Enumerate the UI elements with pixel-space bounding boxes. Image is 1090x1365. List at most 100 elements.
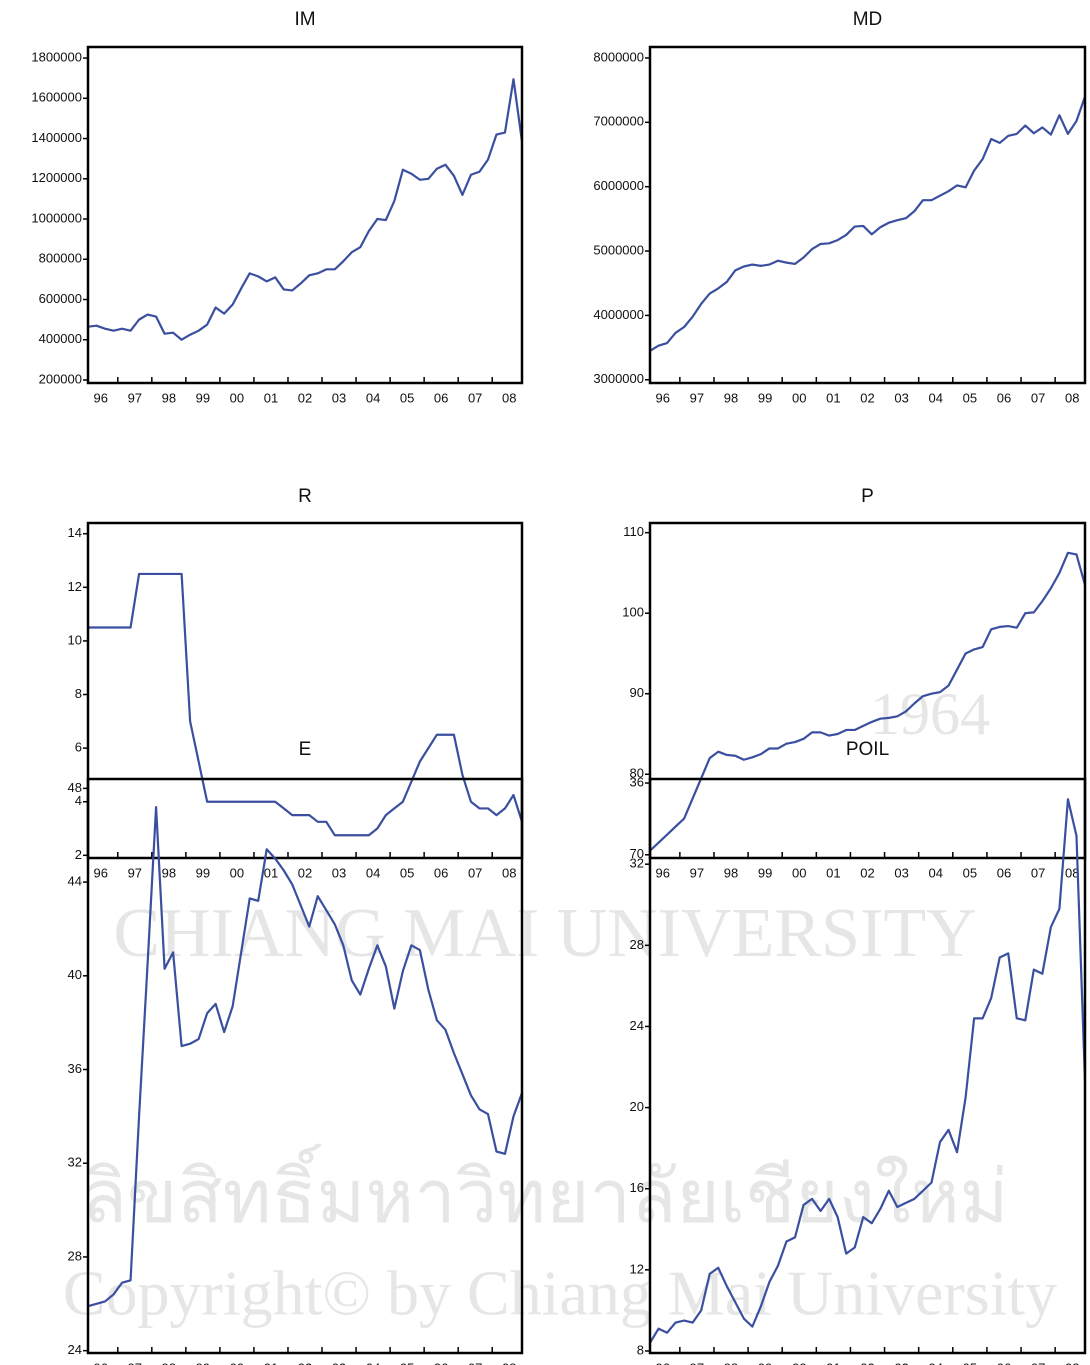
plot-frame <box>650 523 1085 858</box>
x-tick-label: 99 <box>758 390 772 405</box>
x-tick-label: 96 <box>656 865 670 880</box>
chart-title: R <box>298 486 312 507</box>
x-tick-label: 01 <box>264 1360 278 1365</box>
x-tick-label: 96 <box>94 390 108 405</box>
x-tick-label: 07 <box>468 1360 482 1365</box>
x-tick-label: 00 <box>230 1360 244 1365</box>
y-tick-label: 32 <box>68 1155 82 1170</box>
y-tick-label: 5000000 <box>593 242 644 257</box>
x-tick-label: 03 <box>894 390 908 405</box>
x-tick-label: 99 <box>758 1360 772 1365</box>
x-tick-label: 98 <box>162 1360 176 1365</box>
x-tick-label: 07 <box>468 865 482 880</box>
x-tick-label: 03 <box>332 865 346 880</box>
x-tick-label: 96 <box>656 390 670 405</box>
figure: ลิขสิทธิ์มหาวิทยาลัยเชียงใหม่ Copyright©… <box>0 0 1090 1365</box>
watermark-copyright: Copyright© by Chiang Mai University <box>63 1258 1057 1329</box>
x-tick-label: 07 <box>1031 390 1045 405</box>
x-tick-label: 08 <box>502 865 516 880</box>
x-tick-label: 98 <box>162 865 176 880</box>
x-tick-label: 02 <box>298 390 312 405</box>
x-tick-label: 97 <box>128 865 142 880</box>
x-tick-label: 98 <box>724 390 738 405</box>
x-tick-label: 06 <box>997 865 1011 880</box>
y-tick-label: 16 <box>630 1180 644 1195</box>
x-tick-label: 97 <box>128 390 142 405</box>
y-tick-label: 12 <box>630 1261 644 1276</box>
x-tick-label: 96 <box>94 865 108 880</box>
x-tick-label: 97 <box>690 865 704 880</box>
y-tick-label: 6 <box>75 740 82 755</box>
y-tick-label: 14 <box>68 525 82 540</box>
y-tick-label: 40 <box>68 967 82 982</box>
y-tick-label: 400000 <box>39 331 82 346</box>
x-tick-label: 07 <box>1031 865 1045 880</box>
x-tick-label: 01 <box>826 865 840 880</box>
x-tick-label: 99 <box>758 865 772 880</box>
x-tick-label: 01 <box>826 390 840 405</box>
x-tick-label: 04 <box>366 1360 380 1365</box>
x-tick-label: 97 <box>690 1360 704 1365</box>
chart-title: IM <box>294 9 315 30</box>
y-tick-label: 110 <box>623 524 644 539</box>
series-line <box>88 574 522 835</box>
x-tick-label: 04 <box>929 390 943 405</box>
x-tick-label: 00 <box>792 1360 806 1365</box>
x-tick-label: 06 <box>997 390 1011 405</box>
x-tick-label: 97 <box>690 390 704 405</box>
x-tick-label: 05 <box>963 390 977 405</box>
y-tick-label: 36 <box>630 774 644 789</box>
x-tick-label: 02 <box>298 865 312 880</box>
x-tick-label: 02 <box>860 1360 874 1365</box>
y-tick-label: 100 <box>622 605 644 620</box>
y-tick-label: 48 <box>68 780 82 795</box>
x-tick-label: 99 <box>196 390 210 405</box>
x-tick-label: 00 <box>230 390 244 405</box>
y-tick-label: 28 <box>68 1248 82 1263</box>
x-tick-label: 05 <box>400 390 414 405</box>
chart-title: E <box>299 739 312 760</box>
x-tick-label: 05 <box>963 1360 977 1365</box>
x-tick-label: 99 <box>196 1360 210 1365</box>
y-tick-label: 3000000 <box>593 371 644 386</box>
y-tick-label: 4000000 <box>593 307 644 322</box>
x-tick-label: 00 <box>792 390 806 405</box>
y-tick-label: 8000000 <box>593 49 644 64</box>
y-tick-label: 1400000 <box>31 130 82 145</box>
x-tick-label: 01 <box>826 1360 840 1365</box>
y-tick-label: 24 <box>68 1342 82 1357</box>
x-tick-label: 06 <box>434 1360 448 1365</box>
x-tick-label: 04 <box>929 1360 943 1365</box>
x-tick-label: 00 <box>792 865 806 880</box>
x-tick-label: 02 <box>860 865 874 880</box>
y-tick-label: 32 <box>630 856 644 871</box>
x-tick-label: 98 <box>162 390 176 405</box>
watermark-thai: ลิขสิทธิ์มหาวิทยาลัยเชียงใหม่ <box>82 1143 1009 1239</box>
plot-frame <box>88 47 522 383</box>
x-tick-label: 05 <box>400 865 414 880</box>
x-tick-label: 03 <box>894 865 908 880</box>
x-tick-label: 05 <box>963 865 977 880</box>
x-tick-label: 07 <box>468 390 482 405</box>
x-tick-label: 05 <box>400 1360 414 1365</box>
series-line <box>88 79 522 340</box>
chart-title: P <box>861 486 874 507</box>
chart-title: POIL <box>846 739 889 760</box>
y-tick-label: 90 <box>630 685 644 700</box>
x-tick-label: 04 <box>366 390 380 405</box>
y-tick-label: 28 <box>630 937 644 952</box>
y-tick-label: 200000 <box>39 371 82 386</box>
y-tick-label: 12 <box>68 579 82 594</box>
y-tick-label: 4 <box>75 793 82 808</box>
x-tick-label: 07 <box>1031 1360 1045 1365</box>
x-tick-label: 08 <box>1065 1360 1079 1365</box>
y-tick-label: 10 <box>68 632 82 647</box>
x-tick-label: 01 <box>264 390 278 405</box>
x-tick-label: 96 <box>94 1360 108 1365</box>
x-tick-label: 97 <box>128 1360 142 1365</box>
x-tick-label: 04 <box>929 865 943 880</box>
y-tick-label: 8 <box>75 686 82 701</box>
series-line <box>650 97 1085 351</box>
x-tick-label: 02 <box>298 1360 312 1365</box>
y-tick-label: 1200000 <box>31 170 82 185</box>
